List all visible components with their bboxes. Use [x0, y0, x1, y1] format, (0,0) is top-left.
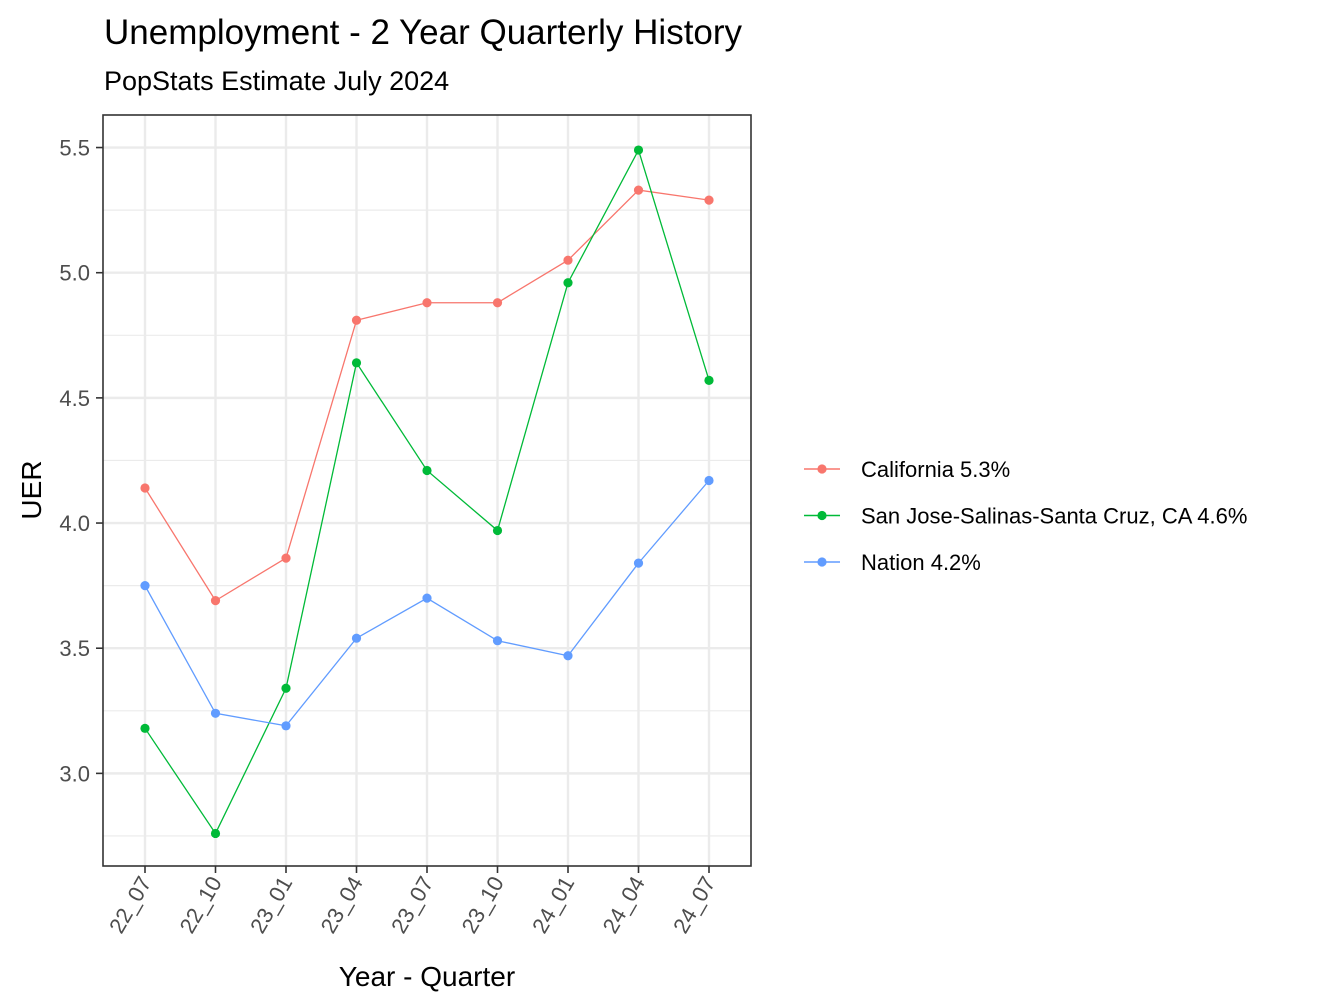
data-point — [281, 553, 291, 563]
legend-key-point — [817, 464, 827, 474]
data-point — [140, 581, 150, 591]
data-point — [492, 298, 503, 308]
y-tick-label: 4.5 — [59, 386, 90, 411]
x-tick-label: 23_04 — [316, 872, 368, 937]
data-point — [351, 315, 362, 325]
data-point — [704, 475, 714, 486]
x-tick-label: 24_07 — [668, 872, 720, 937]
legend-label: San Jose-Salinas-Santa Cruz, CA 4.6% — [861, 504, 1247, 529]
x-tick-label: 23_10 — [457, 872, 509, 937]
x-tick-label: 23_07 — [386, 872, 438, 937]
legend: California 5.3% San Jose-Salinas-Santa Cr… — [804, 457, 1247, 575]
data-point — [210, 596, 221, 606]
x-tick-label: 22_10 — [175, 872, 227, 937]
y-tick-label: 4.0 — [59, 511, 90, 536]
legend-key-point — [817, 557, 827, 567]
data-point — [633, 558, 644, 568]
data-point — [140, 483, 150, 493]
data-point — [492, 636, 503, 646]
y-axis: 3.0 3.5 4.0 4.5 5.0 5.5 — [59, 136, 103, 786]
x-tick-label: 22_07 — [104, 872, 156, 937]
x-axis: 22_07 22_10 23_01 23_04 23_07 23_10 24_01 24_04… — [104, 866, 720, 937]
chart-title: Unemployment - 2 Year Quarterly History — [104, 13, 743, 52]
data-point — [633, 145, 644, 155]
data-point — [210, 708, 221, 718]
chart-subtitle: PopStats Estimate July 2024 — [104, 66, 449, 96]
data-point — [563, 651, 573, 661]
data-point — [704, 195, 714, 205]
data-point — [210, 828, 221, 839]
x-tick-label: 24_01 — [527, 872, 579, 937]
y-tick-label: 5.5 — [59, 136, 90, 161]
x-axis-title: Year - Quarter — [339, 961, 515, 992]
data-point — [281, 683, 291, 693]
data-point — [281, 721, 291, 731]
legend-label: California 5.3% — [861, 457, 1010, 482]
x-tick-label: 24_04 — [598, 872, 650, 937]
y-axis-title: UER — [16, 460, 47, 519]
data-point — [422, 593, 432, 603]
data-point — [563, 255, 573, 265]
series-layer — [140, 145, 714, 839]
data-point — [704, 375, 714, 385]
data-point — [563, 278, 573, 288]
data-point — [492, 525, 503, 536]
data-point — [422, 298, 432, 308]
data-point — [351, 633, 362, 643]
legend-label: Nation 4.2% — [861, 550, 981, 575]
data-point — [351, 358, 362, 368]
y-tick-label: 3.0 — [59, 761, 90, 786]
x-tick-label: 23_01 — [245, 872, 297, 937]
y-tick-label: 5.0 — [59, 261, 90, 286]
grid-major — [103, 115, 751, 866]
legend-key-point — [817, 510, 827, 521]
y-tick-label: 3.5 — [59, 636, 90, 661]
data-point — [422, 465, 432, 476]
data-point — [140, 723, 150, 733]
data-point — [633, 185, 644, 195]
